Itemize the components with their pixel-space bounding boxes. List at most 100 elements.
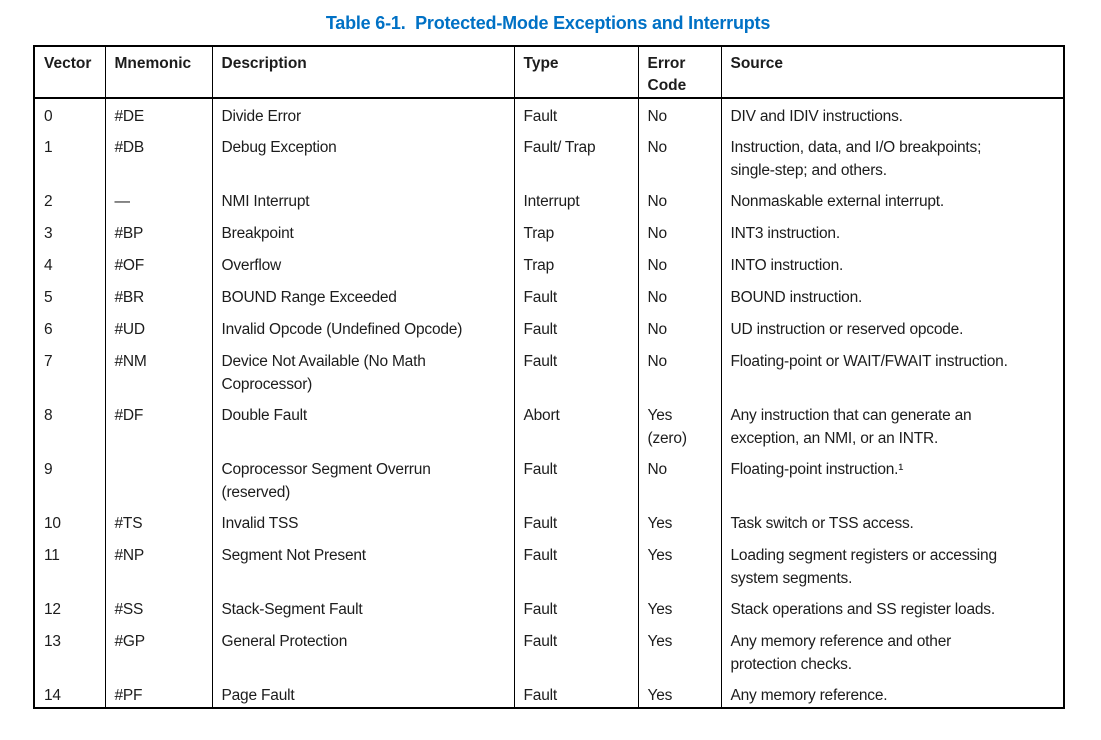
cell-mnemonic: #TS (104, 506, 212, 538)
cell-description: Page Fault (211, 678, 514, 708)
table-row: 12 #SS Stack-Segment Fault Fault Yes Sta… (34, 592, 1064, 624)
table-row: 0 #DE Divide Error Fault No DIV and IDIV… (34, 98, 1064, 130)
cell-mnemonic (104, 452, 212, 506)
cell-mnemonic: #DE (104, 98, 212, 130)
cell-vector: 8 (44, 407, 53, 424)
cell-mnemonic: #SS (104, 592, 212, 624)
cell-description: Stack-Segment Fault (211, 592, 514, 624)
cell-type: Fault (513, 678, 638, 708)
cell-mnemonic: #NP (104, 538, 212, 592)
cell-description: Invalid Opcode (Undefined Opcode) (211, 312, 514, 344)
col-header-mnemonic: Mnemonic (104, 46, 212, 99)
cell-vector: 7 (44, 353, 53, 370)
cell-vector: 6 (44, 321, 53, 338)
cell-description: Segment Not Present (211, 538, 514, 592)
cell-vector: 3 (44, 225, 53, 242)
cell-source: Loading segment registers or accessing s… (720, 538, 1064, 592)
cell-description: NMI Interrupt (211, 184, 514, 216)
exceptions-table: Vector Mnemonic Description Type Error C… (33, 45, 1065, 709)
table-row: 8 #DF Double Fault Abort Yes (zero) Any … (34, 398, 1064, 452)
cell-vector: 0 (44, 108, 53, 125)
cell-type: Fault (513, 312, 638, 344)
cell-source: Any memory reference. (720, 678, 1064, 708)
cell-mnemonic: #BP (104, 216, 212, 248)
cell-description: Double Fault (211, 398, 514, 452)
cell-error-code: No (637, 184, 721, 216)
col-header-source: Source (720, 46, 1064, 99)
cell-source: Stack operations and SS register loads. (720, 592, 1064, 624)
cell-error-code: Yes (637, 624, 721, 678)
cell-type: Fault (513, 624, 638, 678)
cell-source: Floating-point or WAIT/FWAIT instruction… (720, 344, 1064, 398)
table-row: 1 #DB Debug Exception Fault/ Trap No Ins… (34, 130, 1064, 184)
cell-vector: 10 (44, 515, 61, 532)
cell-type: Fault (513, 98, 638, 130)
table-row: 6 #UD Invalid Opcode (Undefined Opcode) … (34, 312, 1064, 344)
table-row: 3 #BP Breakpoint Trap No INT3 instructio… (34, 216, 1064, 248)
cell-error-code: No (637, 98, 721, 130)
cell-description: General Protection (211, 624, 514, 678)
cell-source: UD instruction or reserved opcode. (720, 312, 1064, 344)
header-row: Vector Mnemonic Description Type Error C… (34, 46, 1064, 99)
table-title: Table 6-1. Protected-Mode Exceptions and… (325, 13, 771, 33)
cell-type: Abort (513, 398, 638, 452)
cell-type: Fault (513, 280, 638, 312)
table-row: 14 #PF Page Fault Fault Yes Any memory r… (34, 678, 1064, 708)
cell-type: Fault (513, 344, 638, 398)
table-row: 5 #BR BOUND Range Exceeded Fault No BOUN… (34, 280, 1064, 312)
col-header-type: Type (513, 46, 638, 99)
cell-description: Divide Error (211, 98, 514, 130)
col-header-vector: Vector (34, 46, 105, 99)
cell-type: Fault (513, 538, 638, 592)
cell-type: Trap (513, 216, 638, 248)
cell-source: Instruction, data, and I/O breakpoints; … (720, 130, 1064, 184)
cell-source: INTO instruction. (720, 248, 1064, 280)
cell-error-code: No (637, 130, 721, 184)
col-header-description: Description (211, 46, 514, 99)
table-row: 11 #NP Segment Not Present Fault Yes Loa… (34, 538, 1064, 592)
cell-type: Fault/ Trap (513, 130, 638, 184)
cell-vector: 2 (44, 193, 53, 210)
cell-source: Any instruction that can generate an exc… (720, 398, 1064, 452)
table-row: 9 Coprocessor Segment Overrun (reserved)… (34, 452, 1064, 506)
table-row: 4 #OF Overflow Trap No INTO instruction. (34, 248, 1064, 280)
cell-description: Debug Exception (211, 130, 514, 184)
cell-type: Trap (513, 248, 638, 280)
cell-description: Invalid TSS (211, 506, 514, 538)
col-header-error-code: Error Code (637, 46, 721, 99)
cell-error-code: No (637, 452, 721, 506)
cell-mnemonic: #DB (104, 130, 212, 184)
cell-source: Task switch or TSS access. (720, 506, 1064, 538)
cell-vector: 4 (44, 257, 53, 274)
cell-mnemonic: #BR (104, 280, 212, 312)
cell-source: BOUND instruction. (720, 280, 1064, 312)
cell-type: Fault (513, 592, 638, 624)
cell-vector: 1 (44, 139, 53, 156)
cell-description: Coprocessor Segment Overrun (reserved) (211, 452, 514, 506)
cell-mnemonic: #DF (104, 398, 212, 452)
cell-type: Fault (513, 506, 638, 538)
cell-vector: 12 (44, 601, 61, 618)
cell-mnemonic: #NM (104, 344, 212, 398)
cell-description: Device Not Available (No Math Coprocesso… (211, 344, 514, 398)
cell-vector: 5 (44, 289, 53, 306)
cell-source: DIV and IDIV instructions. (720, 98, 1064, 130)
cell-error-code: No (637, 248, 721, 280)
cell-source: Nonmaskable external interrupt. (720, 184, 1064, 216)
table-row: 13 #GP General Protection Fault Yes Any … (34, 624, 1064, 678)
cell-description: Breakpoint (211, 216, 514, 248)
cell-vector: 11 (44, 547, 60, 564)
cell-error-code: Yes (zero) (637, 398, 721, 452)
cell-error-code: No (637, 216, 721, 248)
cell-type: Fault (513, 452, 638, 506)
cell-vector: 9 (44, 461, 53, 478)
table-row: 7 #NM Device Not Available (No Math Copr… (34, 344, 1064, 398)
cell-description: Overflow (211, 248, 514, 280)
table-row: 10 #TS Invalid TSS Fault Yes Task switch… (34, 506, 1064, 538)
cell-type: Interrupt (513, 184, 638, 216)
cell-mnemonic: #GP (104, 624, 212, 678)
cell-error-code: No (637, 280, 721, 312)
cell-error-code: No (637, 312, 721, 344)
cell-mnemonic: — (104, 184, 212, 216)
cell-description: BOUND Range Exceeded (211, 280, 514, 312)
